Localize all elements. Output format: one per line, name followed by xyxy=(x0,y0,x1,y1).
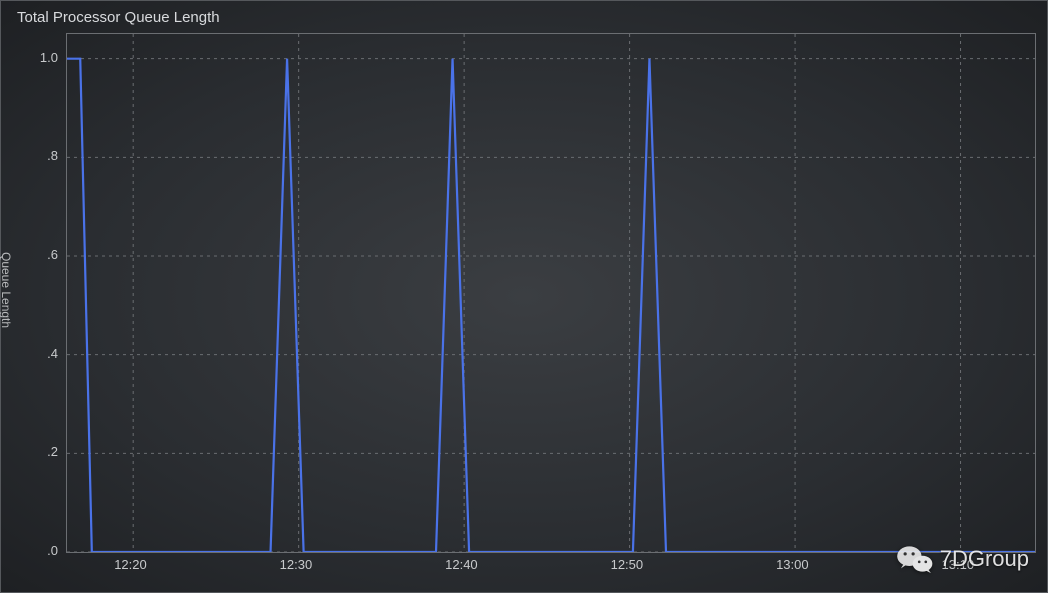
y-axis-title-wrap: Queue Length xyxy=(5,1,25,592)
grid xyxy=(67,34,1035,552)
y-tick-label: 1.0 xyxy=(40,50,58,65)
y-axis-title: Queue Length xyxy=(0,252,13,328)
series-line xyxy=(67,59,1035,552)
watermark: 7DGroup xyxy=(896,544,1029,574)
plot-svg xyxy=(67,34,1035,552)
y-tick-label: .6 xyxy=(47,247,58,262)
x-tick-label: 12:30 xyxy=(280,557,313,572)
y-tick-label: .2 xyxy=(47,444,58,459)
y-tick-label: .8 xyxy=(47,148,58,163)
wechat-icon xyxy=(896,544,934,574)
x-tick-label: 12:50 xyxy=(611,557,644,572)
plot-area xyxy=(66,33,1036,553)
y-tick-label: .4 xyxy=(47,346,58,361)
x-tick-label: 12:20 xyxy=(114,557,147,572)
chart-panel: Total Processor Queue Length Queue Lengt… xyxy=(0,0,1048,593)
x-tick-label: 13:00 xyxy=(776,557,809,572)
y-tick-label: .0 xyxy=(47,543,58,558)
watermark-text: 7DGroup xyxy=(940,546,1029,572)
x-tick-label: 12:40 xyxy=(445,557,478,572)
series-group xyxy=(67,59,1035,552)
chart-title: Total Processor Queue Length xyxy=(17,9,220,26)
